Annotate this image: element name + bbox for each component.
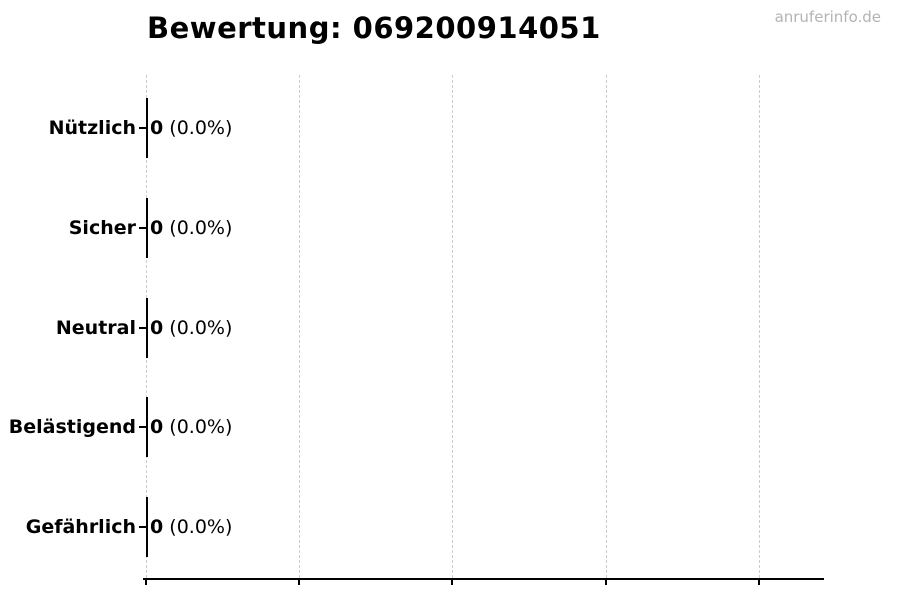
bar-outline [146, 397, 148, 457]
bar-row: Sicher 0 (0.0%) [0, 198, 900, 258]
category-label: Sicher [68, 217, 136, 239]
bar-value: 0 (0.0%) [150, 497, 232, 557]
bar-value-percent: (0.0%) [169, 317, 233, 339]
x-axis-tick [145, 580, 147, 585]
bar-value-percent: (0.0%) [169, 117, 233, 139]
bar-row: Nützlich 0 (0.0%) [0, 98, 900, 158]
bar-value-count: 0 [150, 117, 164, 139]
category-label: Gefährlich [25, 516, 136, 538]
gridline [606, 75, 607, 578]
x-axis-tick [298, 580, 300, 585]
bar-outline [146, 298, 148, 358]
bar-row: Gefährlich 0 (0.0%) [0, 497, 900, 557]
y-tick [139, 127, 146, 129]
gridline [299, 75, 300, 578]
bar-outline [146, 198, 148, 258]
chart-title: Bewertung: 069200914051 [147, 11, 601, 45]
bar-value: 0 (0.0%) [150, 98, 232, 158]
gridline [759, 75, 760, 578]
bar-value: 0 (0.0%) [150, 397, 232, 457]
gridline [452, 75, 453, 578]
bar-value-count: 0 [150, 217, 164, 239]
bar-value-count: 0 [150, 317, 164, 339]
category-label: Belästigend [8, 416, 136, 438]
y-tick [139, 426, 146, 428]
bar-value-count: 0 [150, 516, 164, 538]
x-axis-tick [605, 580, 607, 585]
x-axis-tick [451, 580, 453, 585]
bar-value-percent: (0.0%) [169, 516, 233, 538]
y-tick [139, 526, 146, 528]
bar-outline [146, 98, 148, 158]
y-tick [139, 227, 146, 229]
bar-value-count: 0 [150, 416, 164, 438]
x-axis-tick [758, 580, 760, 585]
bar-value-percent: (0.0%) [169, 416, 233, 438]
watermark: anruferinfo.de [774, 8, 881, 26]
bar-value: 0 (0.0%) [150, 198, 232, 258]
x-axis-line [143, 578, 824, 580]
bar-outline [146, 497, 148, 557]
category-label: Neutral [55, 317, 136, 339]
bar-row: Neutral 0 (0.0%) [0, 298, 900, 358]
y-tick [139, 327, 146, 329]
bar-row: Belästigend 0 (0.0%) [0, 397, 900, 457]
bar-value-percent: (0.0%) [169, 217, 233, 239]
bar-value: 0 (0.0%) [150, 298, 232, 358]
category-label: Nützlich [48, 117, 136, 139]
